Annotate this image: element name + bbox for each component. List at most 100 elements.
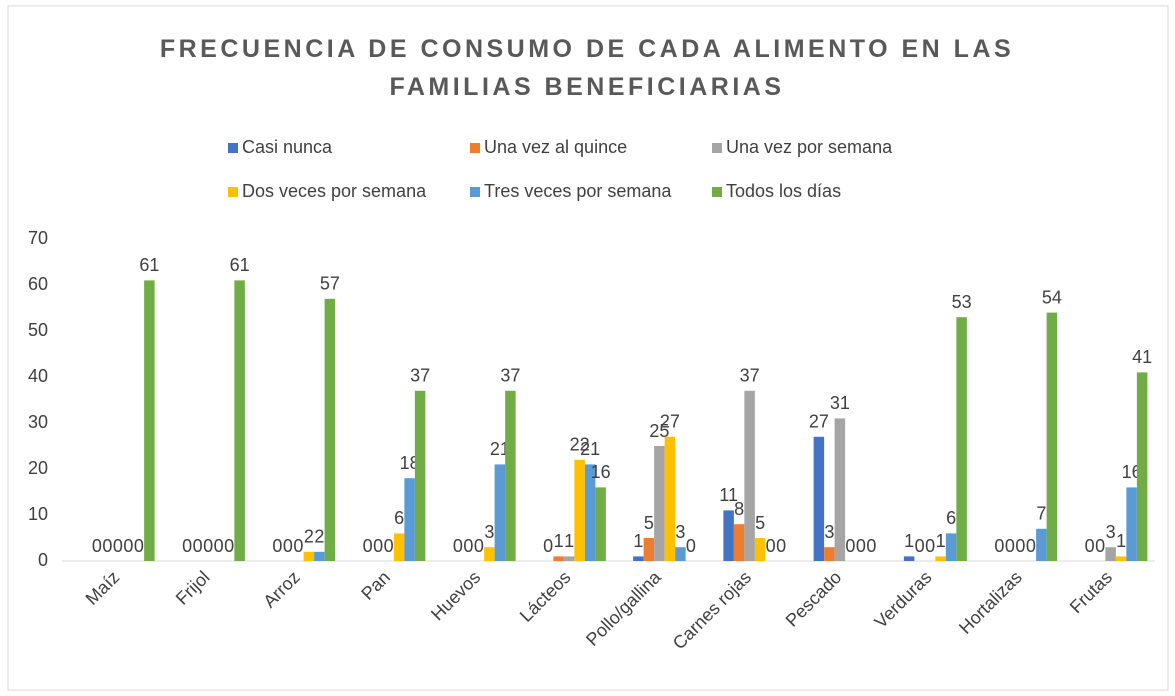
bar bbox=[393, 533, 405, 561]
legend-label: Tres veces por semana bbox=[484, 181, 672, 201]
data-label: 1 bbox=[936, 531, 946, 551]
bar bbox=[1136, 372, 1148, 561]
bar bbox=[654, 446, 665, 561]
data-label: 37 bbox=[410, 366, 430, 386]
x-tick-label: Carnes rojas bbox=[669, 567, 755, 653]
data-label: 37 bbox=[500, 366, 520, 386]
data-label: 0 bbox=[776, 536, 786, 556]
bar bbox=[1115, 556, 1127, 561]
data-label: 0 bbox=[214, 536, 224, 556]
data-label: 22 bbox=[570, 435, 590, 455]
data-label: 6 bbox=[946, 508, 956, 528]
data-label: 1 bbox=[1116, 531, 1126, 551]
data-label: 2 bbox=[314, 527, 324, 547]
legend-label: Una vez al quince bbox=[484, 137, 627, 157]
bar bbox=[404, 478, 415, 561]
data-label: 0 bbox=[856, 536, 866, 556]
data-label: 0 bbox=[1005, 536, 1015, 556]
bar bbox=[754, 538, 766, 561]
data-label: 3 bbox=[1106, 522, 1116, 542]
data-label: 0 bbox=[203, 536, 213, 556]
bar bbox=[584, 464, 596, 561]
legend-swatch bbox=[228, 143, 238, 153]
y-tick-label: 20 bbox=[28, 458, 48, 478]
data-label: 21 bbox=[580, 439, 600, 459]
data-label: 61 bbox=[230, 255, 250, 275]
y-tick-label: 70 bbox=[28, 228, 48, 248]
data-label: 0 bbox=[123, 536, 133, 556]
legend-swatch bbox=[228, 187, 238, 197]
bar bbox=[643, 538, 655, 561]
data-label: 7 bbox=[1036, 504, 1046, 524]
data-label: 0 bbox=[1095, 536, 1105, 556]
y-tick-label: 10 bbox=[28, 504, 48, 524]
chart-border bbox=[7, 5, 1169, 691]
x-tick-label: Maíz bbox=[82, 567, 124, 609]
bar bbox=[903, 556, 915, 561]
legend-swatch bbox=[712, 187, 722, 197]
data-label: 16 bbox=[591, 462, 611, 482]
bar bbox=[494, 464, 506, 561]
legend-label: Dos veces por semana bbox=[242, 181, 427, 201]
bar bbox=[1126, 487, 1137, 561]
data-label: 0 bbox=[915, 536, 925, 556]
data-label: 0 bbox=[92, 536, 102, 556]
data-label: 27 bbox=[809, 412, 829, 432]
y-tick-label: 40 bbox=[28, 366, 48, 386]
bar bbox=[144, 280, 155, 561]
bar bbox=[834, 418, 846, 561]
data-label: 0 bbox=[463, 536, 473, 556]
data-label: 57 bbox=[320, 274, 340, 294]
bar bbox=[956, 317, 967, 561]
y-tick-label: 50 bbox=[28, 320, 48, 340]
data-label: 31 bbox=[830, 393, 850, 413]
data-label: 0 bbox=[102, 536, 112, 556]
data-label: 25 bbox=[649, 421, 669, 441]
bar bbox=[675, 547, 686, 561]
bar bbox=[595, 487, 606, 561]
bar bbox=[1105, 547, 1116, 561]
data-label: 0 bbox=[453, 536, 463, 556]
data-label: 0 bbox=[866, 536, 876, 556]
bar bbox=[733, 524, 745, 561]
bar bbox=[945, 533, 957, 561]
x-tick-label: Huevos bbox=[427, 567, 484, 624]
data-label: 0 bbox=[182, 536, 192, 556]
bar bbox=[935, 556, 946, 561]
bar bbox=[813, 436, 825, 561]
data-label: 0 bbox=[272, 536, 282, 556]
data-label: 54 bbox=[1042, 287, 1062, 307]
data-label: 3 bbox=[824, 522, 834, 542]
bar bbox=[1036, 528, 1047, 561]
data-label: 61 bbox=[139, 255, 159, 275]
legend-swatch bbox=[470, 143, 480, 153]
data-label: 1 bbox=[633, 531, 643, 551]
bar bbox=[664, 436, 676, 561]
data-label: 0 bbox=[373, 536, 383, 556]
x-tick-label: Verduras bbox=[870, 567, 935, 632]
legend-label: Una vez por semana bbox=[726, 137, 893, 157]
data-label: 0 bbox=[1085, 536, 1095, 556]
legend-swatch bbox=[712, 143, 722, 153]
data-label: 0 bbox=[1026, 536, 1036, 556]
y-tick-label: 60 bbox=[28, 274, 48, 294]
data-label: 0 bbox=[925, 536, 935, 556]
x-tick-label: Pan bbox=[357, 567, 394, 604]
data-label: 0 bbox=[293, 536, 303, 556]
data-label: 11 bbox=[719, 485, 738, 505]
bar bbox=[574, 459, 585, 561]
data-label: 1 bbox=[904, 531, 914, 551]
y-tick-label: 0 bbox=[38, 550, 48, 570]
data-label: 0 bbox=[224, 536, 234, 556]
data-label: 27 bbox=[660, 412, 680, 432]
bar bbox=[414, 390, 426, 561]
bar bbox=[723, 510, 734, 561]
x-tick-label: Frijol bbox=[172, 567, 214, 609]
x-tick-label: Frutas bbox=[1066, 567, 1116, 617]
bar bbox=[314, 551, 325, 561]
data-label: 0 bbox=[845, 536, 855, 556]
bar bbox=[484, 547, 495, 561]
data-label: 0 bbox=[474, 536, 484, 556]
